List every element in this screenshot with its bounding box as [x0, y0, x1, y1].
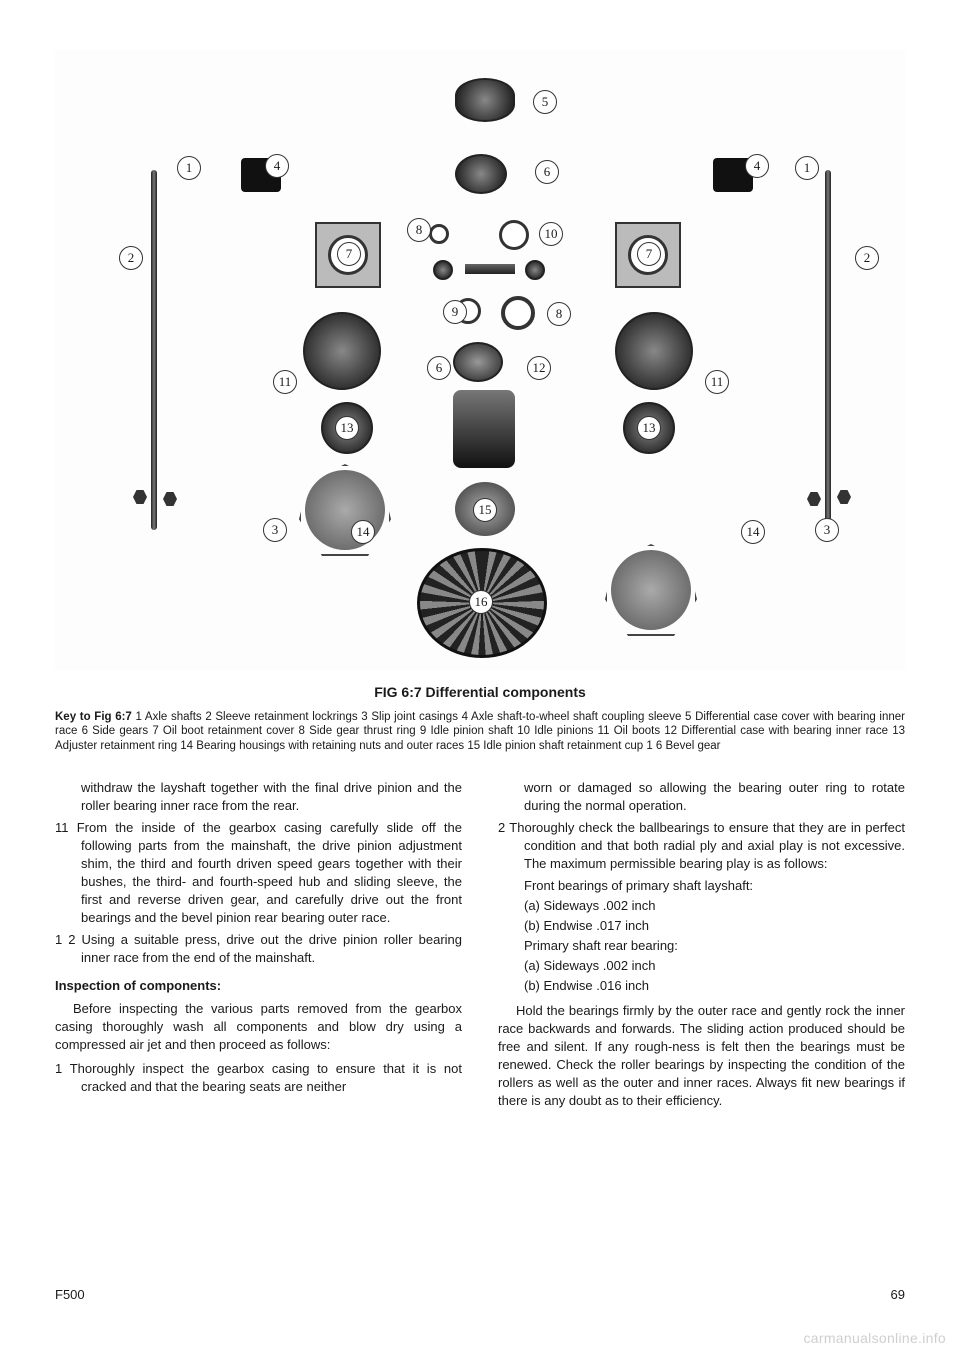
label-14-right: 14: [741, 520, 765, 544]
label-8a: 8: [407, 218, 431, 242]
right-l2: (a) Sideways .002 inch: [498, 897, 905, 915]
part-boot-right: [615, 312, 693, 390]
figure-caption: FIG 6:7 Differential components: [55, 684, 905, 700]
label-8b: 8: [547, 302, 571, 326]
inspection-heading: Inspection of components:: [55, 977, 462, 995]
right-l5: (a) Sideways .002 inch: [498, 957, 905, 975]
right-item-2: 2 Thoroughly check the ballbearings to e…: [498, 819, 905, 873]
body-columns: withdraw the layshaft together with the …: [55, 779, 905, 1116]
label-15: 15: [473, 498, 497, 522]
footer-right: 69: [891, 1287, 905, 1302]
part-diff-case: [453, 390, 515, 468]
label-1-left: 1: [177, 156, 201, 180]
part-joint-left: [133, 490, 147, 504]
left-item-12: 1 2 Using a suitable press, drive out th…: [55, 931, 462, 967]
label-5: 5: [533, 90, 557, 114]
column-left: withdraw the layshaft together with the …: [55, 779, 462, 1116]
label-13-right: 13: [637, 416, 661, 440]
label-2-left: 2: [119, 246, 143, 270]
right-p2: Hold the bearings firmly by the outer ra…: [498, 1002, 905, 1110]
part-side-gear-top: [455, 154, 507, 194]
label-11-left: 11: [273, 370, 297, 394]
label-12: 12: [527, 356, 551, 380]
label-10: 10: [539, 222, 563, 246]
figure-differential: 1 2 3 1 2 3 4 4 5 6 7 7 8 10 9 8 11 11 6…: [55, 50, 905, 670]
part-idle-10: [499, 220, 529, 250]
column-right: worn or damaged so allowing the bearing …: [498, 779, 905, 1116]
part-pinion-shaft-9: [465, 264, 515, 274]
part-small-b: [525, 260, 545, 280]
right-p1: worn or damaged so allowing the bearing …: [498, 779, 905, 815]
part-joint-right-b: [837, 490, 851, 504]
part-thrust-8a: [429, 224, 449, 244]
part-joint-right: [807, 492, 821, 506]
right-l6: (b) Endwise .016 inch: [498, 977, 905, 995]
part-joint-left-b: [163, 492, 177, 506]
part-axle-left: [151, 170, 157, 530]
label-14-left: 14: [351, 520, 375, 544]
part-case-cover: [455, 78, 515, 122]
figure-key: Key to Fig 6:7 1 Axle shafts 2 Sleeve re…: [55, 710, 905, 753]
footer-left: F500: [55, 1287, 85, 1302]
right-l3: (b) Endwise .017 inch: [498, 917, 905, 935]
label-11-right: 11: [705, 370, 729, 394]
label-16: 16: [469, 590, 493, 614]
part-axle-right: [825, 170, 831, 530]
part-boot-left: [303, 312, 381, 390]
label-3-right: 3: [815, 518, 839, 542]
right-l4: Primary shaft rear bearing:: [498, 937, 905, 955]
left-item-11: 11 From the inside of the gearbox casing…: [55, 819, 462, 927]
label-6-top: 6: [535, 160, 559, 184]
part-housing-right: [611, 550, 691, 630]
left-p1: withdraw the layshaft together with the …: [55, 779, 462, 815]
label-7-left: 7: [337, 242, 361, 266]
label-9: 9: [443, 300, 467, 324]
part-ring-8row: [501, 296, 535, 330]
part-side-gear-bot: [453, 342, 503, 382]
label-3-left: 3: [263, 518, 287, 542]
page-footer: F500 69: [55, 1287, 905, 1302]
left-item-1: 1 Thoroughly inspect the gearbox casing …: [55, 1060, 462, 1096]
label-13-left: 13: [335, 416, 359, 440]
label-4-right: 4: [745, 154, 769, 178]
left-p2: Before inspecting the various parts remo…: [55, 1000, 462, 1054]
label-4-left: 4: [265, 154, 289, 178]
part-small-a: [433, 260, 453, 280]
right-l1: Front bearings of primary shaft layshaft…: [498, 877, 905, 895]
label-6-bot: 6: [427, 356, 451, 380]
label-1-right: 1: [795, 156, 819, 180]
key-lead: Key to Fig 6:7: [55, 711, 132, 723]
key-items: 1 Axle shafts 2 Sleeve retainment lockri…: [55, 711, 905, 752]
label-7-right: 7: [637, 242, 661, 266]
label-2-right: 2: [855, 246, 879, 270]
watermark: carmanualsonline.info: [804, 1330, 947, 1346]
